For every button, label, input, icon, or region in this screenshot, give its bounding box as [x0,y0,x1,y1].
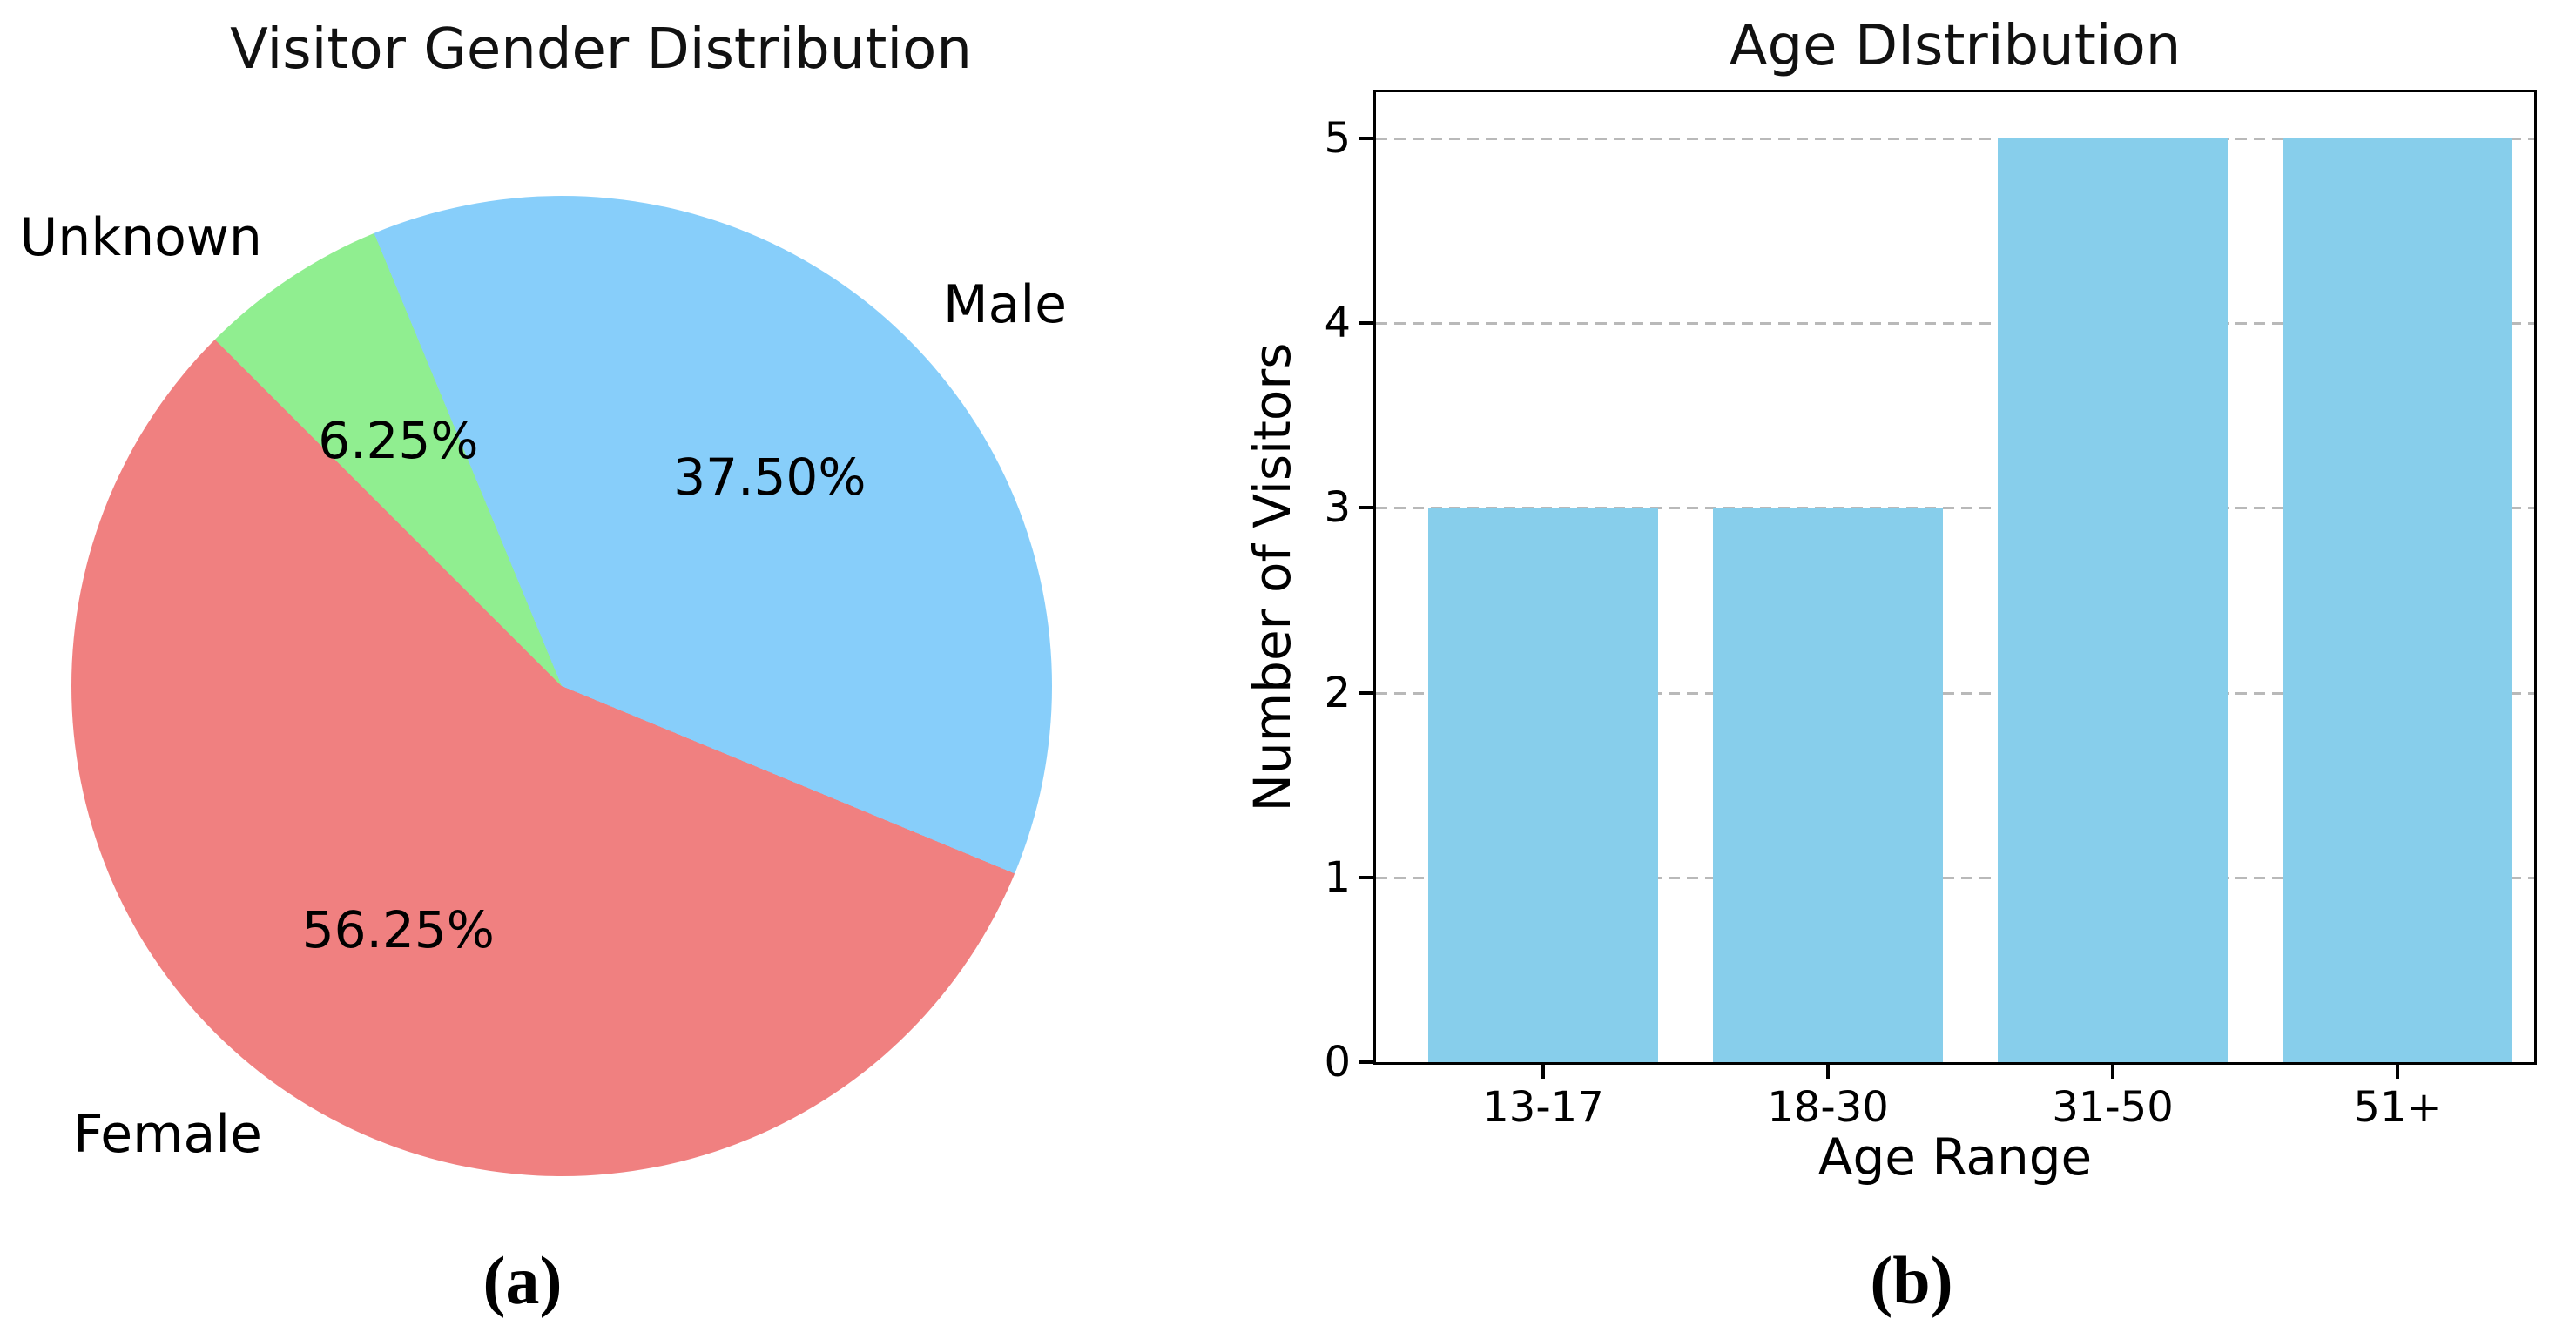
gridline-y-3 [1376,507,2534,510]
x-tick-13-17 [1541,1065,1545,1079]
y-tick-0 [1359,1060,1373,1064]
y-tick-4 [1359,321,1373,326]
subfigure-caption-b: (b) [1870,1242,1953,1318]
y-axis-label: Number of Visitors [1243,342,1303,812]
y-tick-label-4: 4 [1324,299,1351,348]
x-tick-label-51+: 51+ [2353,1083,2442,1132]
y-tick-1 [1359,875,1373,879]
bar-51+ [2283,138,2512,1062]
y-tick-5 [1359,137,1373,141]
y-tick-2 [1359,690,1373,695]
pie-chart-title: Visitor Gender Distribution [230,17,972,82]
x-tick-51+ [2396,1065,2399,1079]
x-tick-label-18-30: 18-30 [1767,1083,1889,1132]
x-tick-18-30 [1826,1065,1830,1079]
y-tick-label-1: 1 [1324,852,1351,902]
y-tick-3 [1359,506,1373,510]
gridline-y-5 [1376,138,2534,141]
pie-slice-label-female: Female [72,1103,262,1165]
pie-slice-label-male: Male [942,274,1068,336]
pie-slice-pct-female: 56.25% [301,899,495,959]
gridline-y-2 [1376,691,2534,695]
bar-31-50 [1998,138,2228,1062]
bar-13-17 [1428,508,1658,1062]
y-tick-label-5: 5 [1324,114,1351,164]
pie-slice-pct-unknown: 6.25% [318,411,479,471]
x-axis-label: Age Range [1817,1127,2093,1187]
gridline-y-1 [1376,876,2534,879]
y-tick-label-0: 0 [1324,1038,1351,1087]
pie-slice-label-unknown: Unknown [19,207,262,269]
bar-plot-area [1373,90,2537,1065]
gridline-y-4 [1376,322,2534,326]
subfigure-caption-a: (a) [482,1242,563,1318]
bar-18-30 [1713,508,1943,1062]
x-tick-label-31-50: 31-50 [2052,1083,2174,1132]
y-tick-label-2: 2 [1324,668,1351,717]
pie-slice-pct-male: 37.50% [673,447,867,508]
y-tick-label-3: 3 [1324,483,1351,533]
x-tick-31-50 [2111,1065,2114,1079]
gender-pie-chart [71,196,1052,1176]
x-tick-label-13-17: 13-17 [1482,1083,1604,1132]
bar-chart-title: Age DIstribution [1729,14,2182,78]
